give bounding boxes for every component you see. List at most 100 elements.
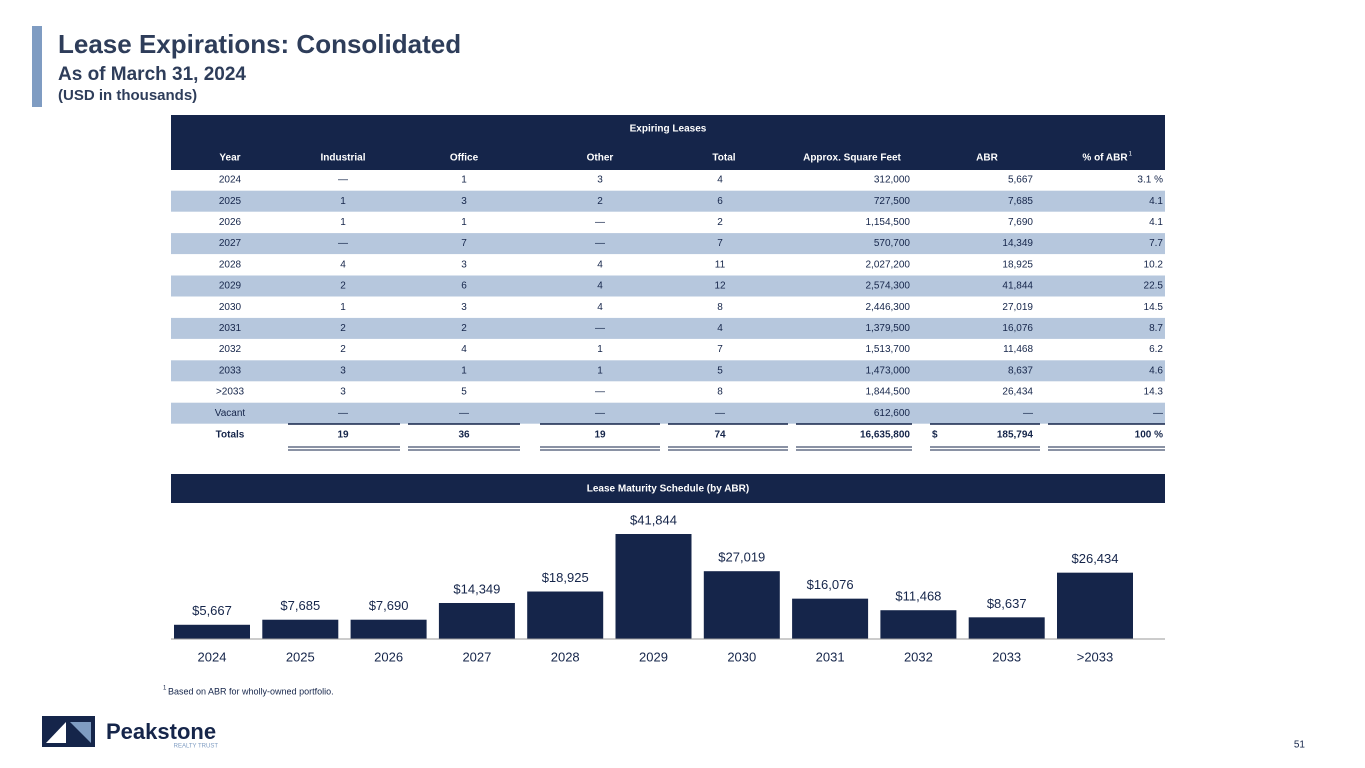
table-cell: 41,844	[1002, 281, 1033, 292]
table-cell: 2025	[219, 196, 242, 207]
total-cell: 100 %	[1135, 430, 1163, 441]
table-cell: 12	[714, 281, 726, 292]
table-cell: 2	[340, 281, 346, 292]
table-cell: 6	[717, 196, 723, 207]
total-cell: $	[932, 430, 938, 441]
table-cell: 1	[340, 302, 346, 313]
table-cell: 2026	[219, 217, 242, 228]
table-cell: —	[715, 408, 725, 419]
table-cell: 570,700	[874, 238, 911, 249]
table-cell: 27,019	[1002, 302, 1033, 313]
total-cell: 74	[714, 430, 726, 441]
table-cell: 4	[461, 344, 467, 355]
table-cell: 1,154,500	[866, 217, 911, 228]
table-cell: 1	[597, 344, 603, 355]
table-cell: 5,667	[1008, 175, 1033, 186]
total-cell: 19	[594, 430, 606, 441]
table-cell: 1	[461, 175, 467, 186]
bar	[880, 610, 957, 639]
column-header: ABR	[976, 153, 998, 164]
table-header	[171, 115, 1165, 170]
table-cell: 3	[461, 302, 467, 313]
bar	[792, 598, 869, 639]
row-band	[171, 317, 1165, 339]
x-tick-label: 2033	[992, 649, 1021, 664]
chart-banner	[171, 474, 1165, 503]
table-cell: 4.1	[1149, 196, 1163, 207]
chart-title: Lease Maturity Schedule (by ABR)	[587, 484, 749, 495]
table-cell: 26,434	[1002, 387, 1033, 398]
table-cell: 14,349	[1002, 238, 1033, 249]
table-cell: 22.5	[1144, 281, 1164, 292]
table-cell: 2030	[219, 302, 242, 313]
value-label: $11,468	[895, 589, 941, 604]
group-header: Expiring Leases	[630, 124, 707, 135]
table-cell: 3	[597, 175, 603, 186]
bar	[968, 617, 1045, 639]
table-cell: 7,685	[1008, 196, 1033, 207]
x-tick-label: 2027	[462, 649, 491, 664]
table-cell: 1,844,500	[866, 387, 911, 398]
table-cell: 7	[717, 344, 723, 355]
table-cell: 7,690	[1008, 217, 1033, 228]
total-cell: 19	[337, 430, 349, 441]
logo-name: Peakstone	[106, 719, 216, 744]
bar	[527, 591, 604, 639]
logo	[42, 716, 95, 747]
table-cell: 2024	[219, 175, 242, 186]
table-cell: 2,446,300	[866, 302, 911, 313]
table-cell: 2027	[219, 238, 242, 249]
table-cell: —	[338, 408, 348, 419]
x-tick-label: 2032	[904, 649, 933, 664]
page-number: 51	[1294, 740, 1306, 751]
x-tick-label: 2029	[639, 649, 668, 664]
table-cell: 6.2	[1149, 344, 1163, 355]
table-cell: 2	[717, 217, 723, 228]
column-header: Total	[712, 153, 735, 164]
table-cell: >2033	[216, 387, 245, 398]
total-cell: Totals	[216, 430, 245, 441]
table-cell: 2,574,300	[866, 281, 911, 292]
logo-shape	[70, 722, 91, 743]
x-tick-label: 2024	[198, 649, 227, 664]
table-cell: 8.7	[1149, 323, 1163, 334]
table-cell: 4	[597, 259, 603, 270]
x-tick-label: 2030	[727, 649, 756, 664]
x-tick-label: 2026	[374, 649, 403, 664]
total-cell: 185,794	[997, 430, 1034, 441]
logo-shape	[46, 722, 66, 743]
total-cell: 16,635,800	[860, 430, 910, 441]
table-cell: —	[595, 408, 605, 419]
table-cell: 312,000	[874, 175, 911, 186]
subtitle: As of March 31, 2024	[58, 64, 246, 85]
footnote: Based on ABR for wholly-owned portfolio.	[168, 686, 334, 696]
value-label: $14,349	[453, 581, 500, 596]
table-cell: 612,600	[874, 408, 911, 419]
table-cell: 727,500	[874, 196, 911, 207]
table-cell: 6	[461, 281, 467, 292]
table-cell: 11	[715, 259, 726, 270]
footnote-marker: 1	[163, 686, 167, 692]
table-cell: —	[595, 238, 605, 249]
row-band	[171, 275, 1165, 297]
table-cell: 14.5	[1144, 302, 1164, 313]
table-cell: 2032	[219, 344, 242, 355]
table-cell: 1	[461, 365, 467, 376]
table-cell: 8	[717, 302, 723, 313]
table-cell: 2033	[219, 365, 242, 376]
table-cell: 2	[461, 323, 467, 334]
table-cell: —	[595, 387, 605, 398]
table-cell: 7.7	[1149, 238, 1163, 249]
table-cell: 1,473,000	[866, 365, 911, 376]
bar	[615, 534, 692, 639]
table-cell: 4	[597, 281, 603, 292]
table-cell: 4	[340, 259, 346, 270]
bar	[703, 571, 780, 639]
row-band	[171, 360, 1165, 382]
column-header: Other	[587, 153, 614, 164]
bar	[174, 624, 250, 639]
table-cell: 3.1 %	[1137, 175, 1163, 186]
bar	[350, 619, 427, 639]
table-cell: 16,076	[1002, 323, 1033, 334]
